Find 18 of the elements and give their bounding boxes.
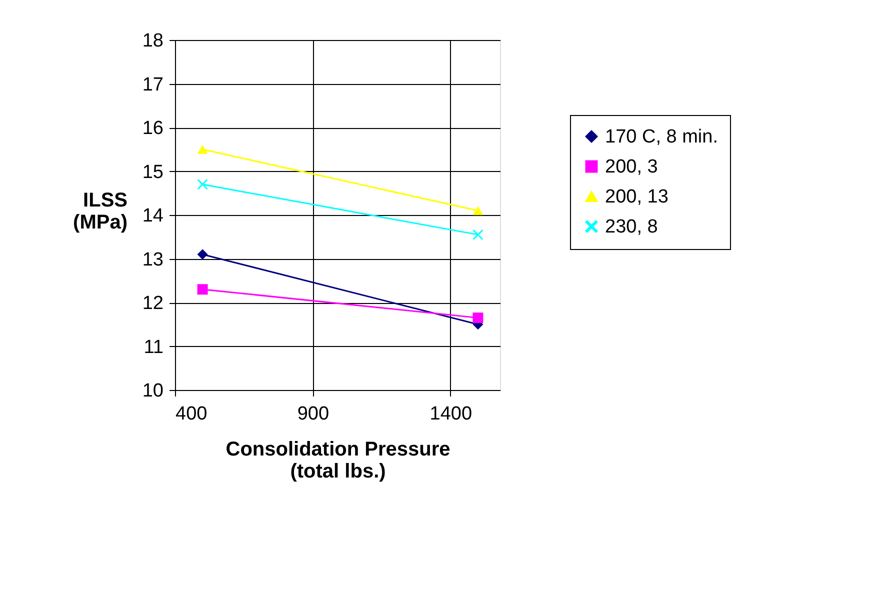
legend-label: 170 C, 8 min.	[605, 126, 718, 148]
y-tick-label: 10	[142, 380, 164, 402]
x-tick-label: 1400	[430, 404, 472, 424]
legend-label: 200, 3	[605, 156, 658, 178]
y-tick-label: 12	[142, 293, 164, 314]
y-tick-label: 13	[142, 249, 164, 270]
y-axis-title: ILSS (MPa)	[73, 190, 128, 234]
legend-label: 230, 8	[605, 216, 658, 238]
y-tick-label: 16	[142, 118, 164, 139]
y-tick-label: 11	[144, 336, 164, 358]
y-tick-label: 17	[142, 74, 164, 96]
legend-label: 200, 13	[605, 186, 668, 208]
x-tick-label: 400	[176, 404, 208, 424]
y-tick-label: 14	[142, 206, 164, 226]
x-axis-title: Consolidation Pressure (total lbs.)	[226, 438, 450, 482]
y-tick-label: 15	[142, 162, 164, 183]
y-tick-label: 18	[142, 30, 164, 52]
x-tick-label: 900	[297, 404, 330, 424]
